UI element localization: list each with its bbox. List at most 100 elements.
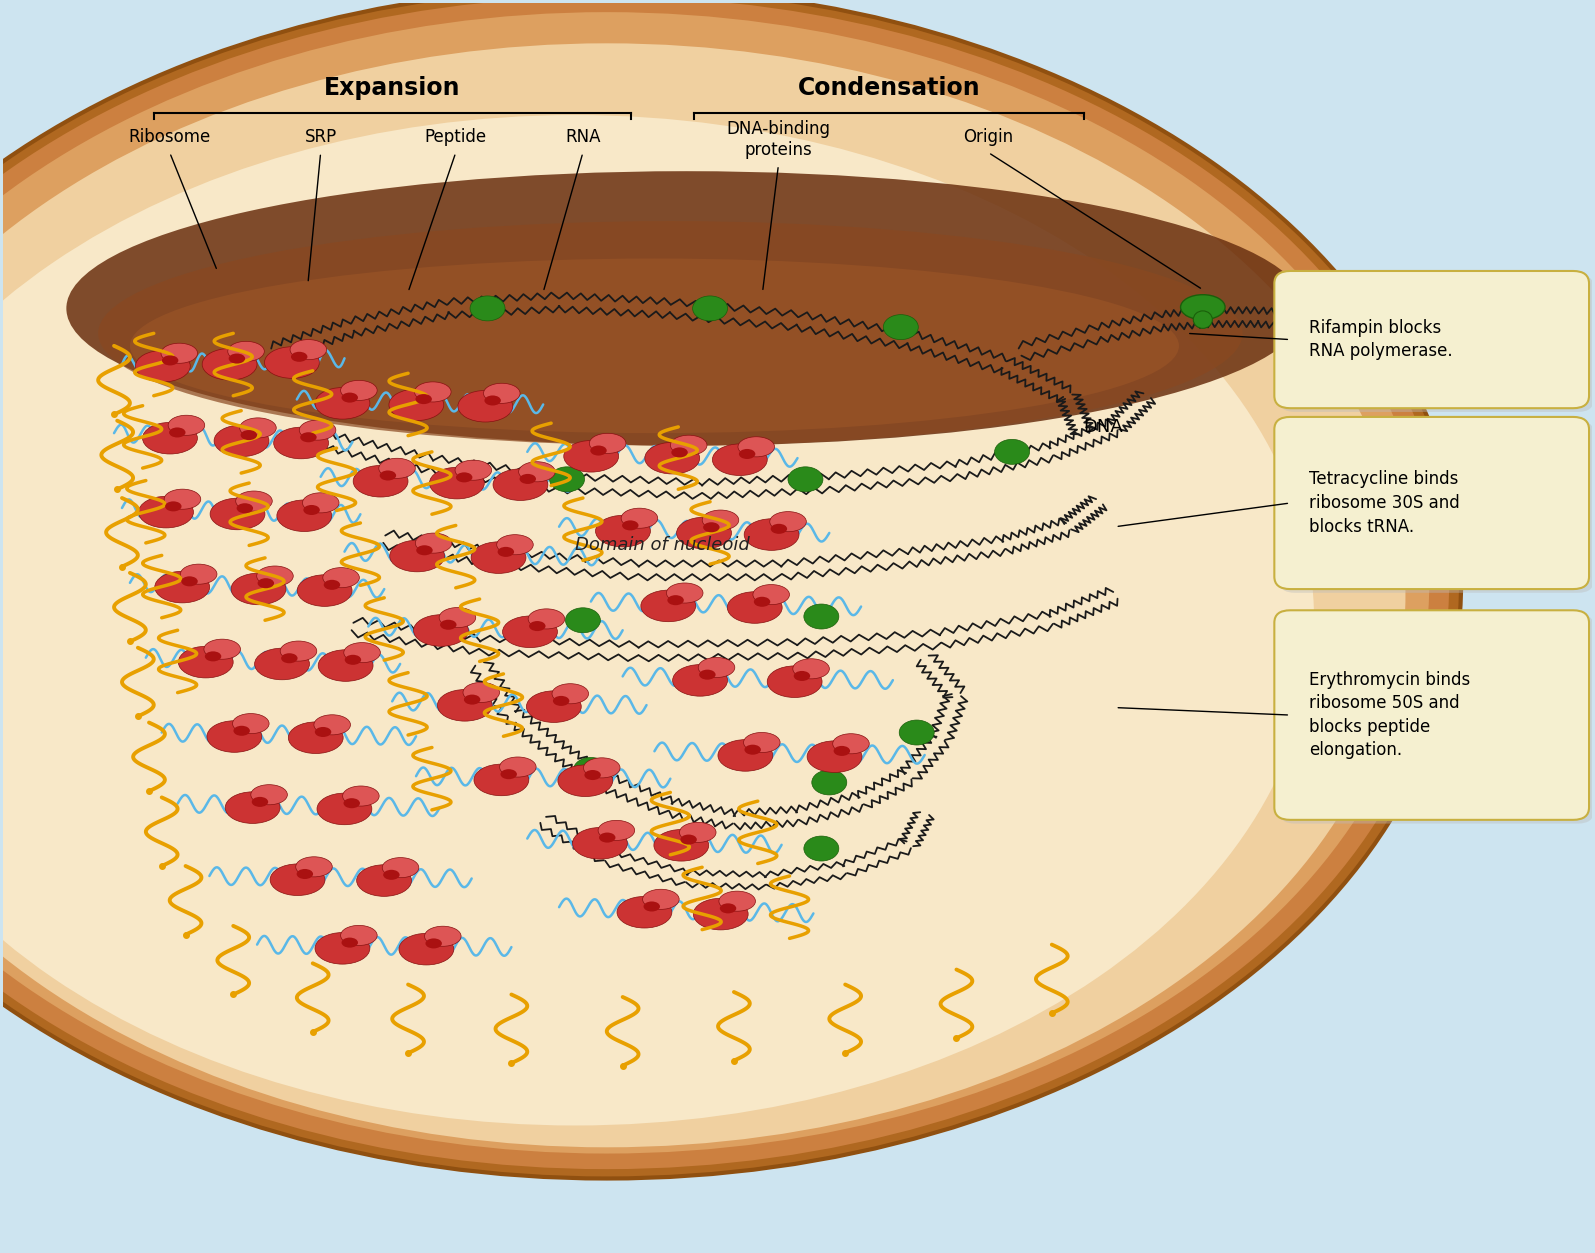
Ellipse shape [236, 491, 273, 511]
Ellipse shape [471, 296, 506, 321]
Ellipse shape [439, 608, 475, 628]
Ellipse shape [498, 546, 514, 556]
Ellipse shape [352, 465, 408, 497]
Ellipse shape [383, 857, 419, 877]
Ellipse shape [341, 937, 357, 947]
Ellipse shape [207, 720, 262, 752]
Text: Peptide: Peptide [424, 128, 486, 147]
Ellipse shape [416, 545, 432, 555]
Ellipse shape [833, 734, 869, 754]
Ellipse shape [671, 447, 687, 457]
Text: Domain of nucleoid: Domain of nucleoid [576, 536, 750, 554]
Ellipse shape [589, 828, 624, 853]
Ellipse shape [345, 655, 360, 665]
Ellipse shape [670, 435, 707, 455]
Ellipse shape [526, 690, 581, 723]
Ellipse shape [281, 653, 298, 663]
Ellipse shape [620, 509, 657, 529]
Ellipse shape [265, 347, 319, 378]
FancyBboxPatch shape [1274, 610, 1589, 819]
Ellipse shape [743, 733, 780, 753]
Ellipse shape [499, 757, 536, 777]
Ellipse shape [807, 741, 861, 772]
FancyBboxPatch shape [1274, 417, 1589, 589]
Ellipse shape [180, 564, 217, 584]
Ellipse shape [399, 933, 455, 965]
Ellipse shape [228, 341, 265, 361]
Ellipse shape [699, 669, 716, 679]
Text: Condensation: Condensation [798, 76, 981, 100]
Text: Origin: Origin [963, 128, 1013, 147]
Ellipse shape [357, 865, 412, 896]
Ellipse shape [426, 938, 442, 949]
Ellipse shape [389, 388, 443, 421]
Ellipse shape [316, 932, 370, 964]
Ellipse shape [745, 744, 761, 754]
Ellipse shape [303, 492, 340, 512]
Ellipse shape [211, 499, 265, 530]
Ellipse shape [794, 670, 810, 680]
Ellipse shape [303, 505, 321, 515]
Ellipse shape [214, 425, 270, 456]
Ellipse shape [204, 652, 222, 662]
Ellipse shape [719, 903, 737, 913]
Ellipse shape [300, 432, 317, 442]
Ellipse shape [673, 664, 727, 697]
Text: Ribosome: Ribosome [129, 128, 211, 147]
Text: DNA: DNA [1083, 419, 1123, 436]
Ellipse shape [692, 296, 727, 321]
Ellipse shape [667, 595, 684, 605]
Ellipse shape [0, 13, 1429, 1154]
Ellipse shape [164, 489, 201, 509]
Ellipse shape [440, 620, 456, 630]
Ellipse shape [600, 832, 616, 842]
Ellipse shape [415, 395, 432, 405]
Ellipse shape [289, 722, 343, 753]
Ellipse shape [424, 926, 461, 946]
Ellipse shape [463, 683, 499, 703]
Ellipse shape [297, 575, 352, 606]
Ellipse shape [622, 520, 638, 530]
Ellipse shape [528, 609, 565, 629]
Ellipse shape [738, 437, 775, 457]
Ellipse shape [699, 658, 735, 678]
Ellipse shape [161, 343, 198, 363]
Ellipse shape [694, 898, 748, 930]
Ellipse shape [502, 616, 557, 648]
Ellipse shape [129, 258, 1179, 434]
Ellipse shape [239, 417, 276, 439]
Ellipse shape [319, 650, 373, 682]
Ellipse shape [233, 725, 250, 736]
Ellipse shape [573, 827, 627, 860]
Ellipse shape [258, 578, 274, 588]
Text: RNA: RNA [565, 128, 601, 147]
Ellipse shape [745, 519, 799, 550]
Ellipse shape [343, 786, 380, 806]
Ellipse shape [343, 798, 360, 808]
Text: Expansion: Expansion [324, 76, 461, 100]
Ellipse shape [182, 576, 198, 586]
Ellipse shape [274, 427, 329, 459]
Ellipse shape [485, 396, 501, 406]
Ellipse shape [225, 792, 281, 823]
Ellipse shape [995, 440, 1029, 465]
Ellipse shape [641, 590, 695, 621]
Ellipse shape [595, 515, 651, 546]
Ellipse shape [295, 857, 332, 877]
Ellipse shape [643, 890, 679, 910]
Ellipse shape [341, 392, 357, 402]
Ellipse shape [0, 0, 1461, 1179]
Ellipse shape [255, 648, 309, 680]
Ellipse shape [0, 0, 1450, 1169]
Ellipse shape [270, 865, 325, 896]
Ellipse shape [324, 580, 340, 590]
Ellipse shape [297, 870, 313, 880]
Ellipse shape [0, 115, 1314, 1125]
Ellipse shape [563, 441, 619, 472]
Ellipse shape [314, 714, 351, 734]
Ellipse shape [493, 469, 547, 500]
Ellipse shape [317, 793, 372, 824]
Ellipse shape [415, 382, 451, 402]
Ellipse shape [520, 474, 536, 484]
Ellipse shape [727, 591, 782, 623]
